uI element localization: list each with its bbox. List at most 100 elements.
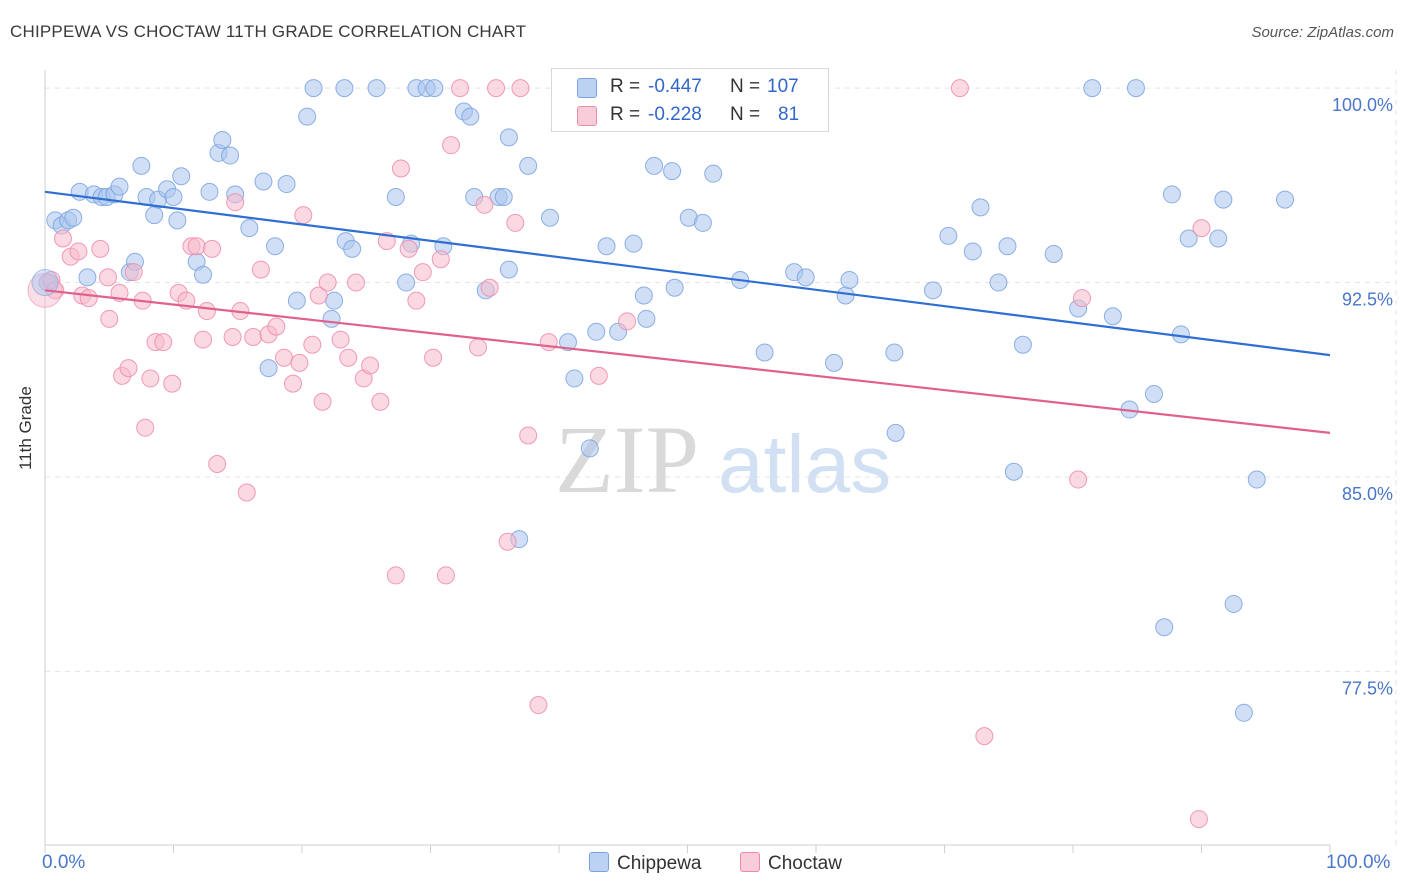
data-point xyxy=(624,234,643,253)
data-point xyxy=(469,338,488,357)
data-point xyxy=(665,278,684,297)
data-point xyxy=(1234,703,1253,722)
data-point xyxy=(110,177,129,196)
choctaw-legend-swatch xyxy=(740,852,760,872)
data-point xyxy=(259,359,278,378)
data-point xyxy=(407,291,426,310)
legend-n-value: 81 xyxy=(778,104,800,125)
data-point xyxy=(141,369,160,388)
y-tick-label: 100.0% xyxy=(1332,95,1393,115)
data-point xyxy=(425,79,444,98)
data-point xyxy=(975,727,994,746)
data-point xyxy=(519,426,538,445)
legend-r-value: -0.447 xyxy=(648,76,702,97)
data-point xyxy=(168,211,187,230)
data-point xyxy=(397,273,416,292)
data-point xyxy=(154,333,173,352)
legend-r-label: R = xyxy=(610,76,641,97)
data-point xyxy=(1224,594,1243,613)
data-point xyxy=(187,237,206,256)
data-point xyxy=(998,237,1017,256)
data-point xyxy=(597,237,616,256)
data-point xyxy=(194,265,213,284)
data-point xyxy=(197,302,216,321)
trend-lines xyxy=(44,190,1331,434)
data-point xyxy=(487,79,506,98)
data-point xyxy=(539,333,558,352)
data-point xyxy=(386,188,405,207)
data-point xyxy=(335,79,354,98)
data-point xyxy=(343,239,362,258)
trend-line-choctaw xyxy=(44,289,1331,434)
data-point xyxy=(886,423,905,442)
data-point xyxy=(451,79,470,98)
data-point xyxy=(267,317,286,336)
data-point xyxy=(1192,219,1211,238)
data-point xyxy=(1144,384,1163,403)
data-point xyxy=(693,213,712,232)
data-point xyxy=(663,162,682,181)
legend-r-label: R = xyxy=(610,104,641,125)
data-point xyxy=(494,188,513,207)
axes xyxy=(44,70,1331,853)
legend-item-label: Choctaw xyxy=(768,853,842,874)
series-chippewa xyxy=(38,79,1295,722)
data-point xyxy=(963,242,982,261)
data-point xyxy=(1276,190,1295,209)
watermark-zip: ZIP xyxy=(555,406,699,513)
data-point xyxy=(98,268,117,287)
data-point xyxy=(519,156,538,175)
legend-n-label: N = xyxy=(730,76,761,97)
trend-line-chippewa xyxy=(44,190,1331,357)
data-point xyxy=(1013,335,1032,354)
chart-title: CHIPPEWA VS CHOCTAW 11TH GRADE CORRELATI… xyxy=(10,22,527,41)
data-point xyxy=(331,330,350,349)
data-point xyxy=(266,237,285,256)
data-point xyxy=(645,156,664,175)
data-point xyxy=(1083,79,1102,98)
data-point xyxy=(413,263,432,282)
data-point xyxy=(53,229,72,248)
data-point xyxy=(1162,185,1181,204)
watermark-atlas: atlas xyxy=(718,419,891,510)
data-point xyxy=(290,353,309,372)
data-point xyxy=(298,107,317,126)
data-point xyxy=(1072,289,1091,308)
data-point xyxy=(136,418,155,437)
data-point xyxy=(1069,470,1088,489)
data-point xyxy=(194,330,213,349)
data-point xyxy=(309,286,328,305)
data-point xyxy=(64,208,83,227)
data-point xyxy=(172,167,191,186)
legend-r-value: -0.228 xyxy=(648,104,702,125)
data-point xyxy=(704,164,723,183)
data-point xyxy=(119,359,138,378)
data-point xyxy=(541,208,560,227)
watermark: ZIP atlas xyxy=(555,406,891,513)
chippewa-legend-swatch xyxy=(589,852,609,872)
chart-source: Source: ZipAtlas.com xyxy=(1251,24,1394,41)
data-point xyxy=(1044,245,1063,264)
data-point xyxy=(498,532,517,551)
data-point xyxy=(303,335,322,354)
legend-n-label: N = xyxy=(730,104,761,125)
data-point xyxy=(313,392,332,411)
data-point xyxy=(237,483,256,502)
data-point xyxy=(213,130,232,149)
data-point xyxy=(322,309,341,328)
data-point xyxy=(939,226,958,245)
data-point xyxy=(923,281,942,300)
data-point xyxy=(78,268,97,287)
data-point xyxy=(431,250,450,269)
legend-row-choctaw: R = -0.228 N = 81 xyxy=(552,100,828,128)
data-point xyxy=(164,188,183,207)
data-point xyxy=(840,270,859,289)
y-axis-title: 11th Grade xyxy=(16,386,35,470)
data-point xyxy=(634,286,653,305)
data-point xyxy=(511,79,530,98)
data-point xyxy=(1126,79,1145,98)
data-point xyxy=(1214,190,1233,209)
data-point xyxy=(318,273,337,292)
data-point xyxy=(69,242,88,261)
